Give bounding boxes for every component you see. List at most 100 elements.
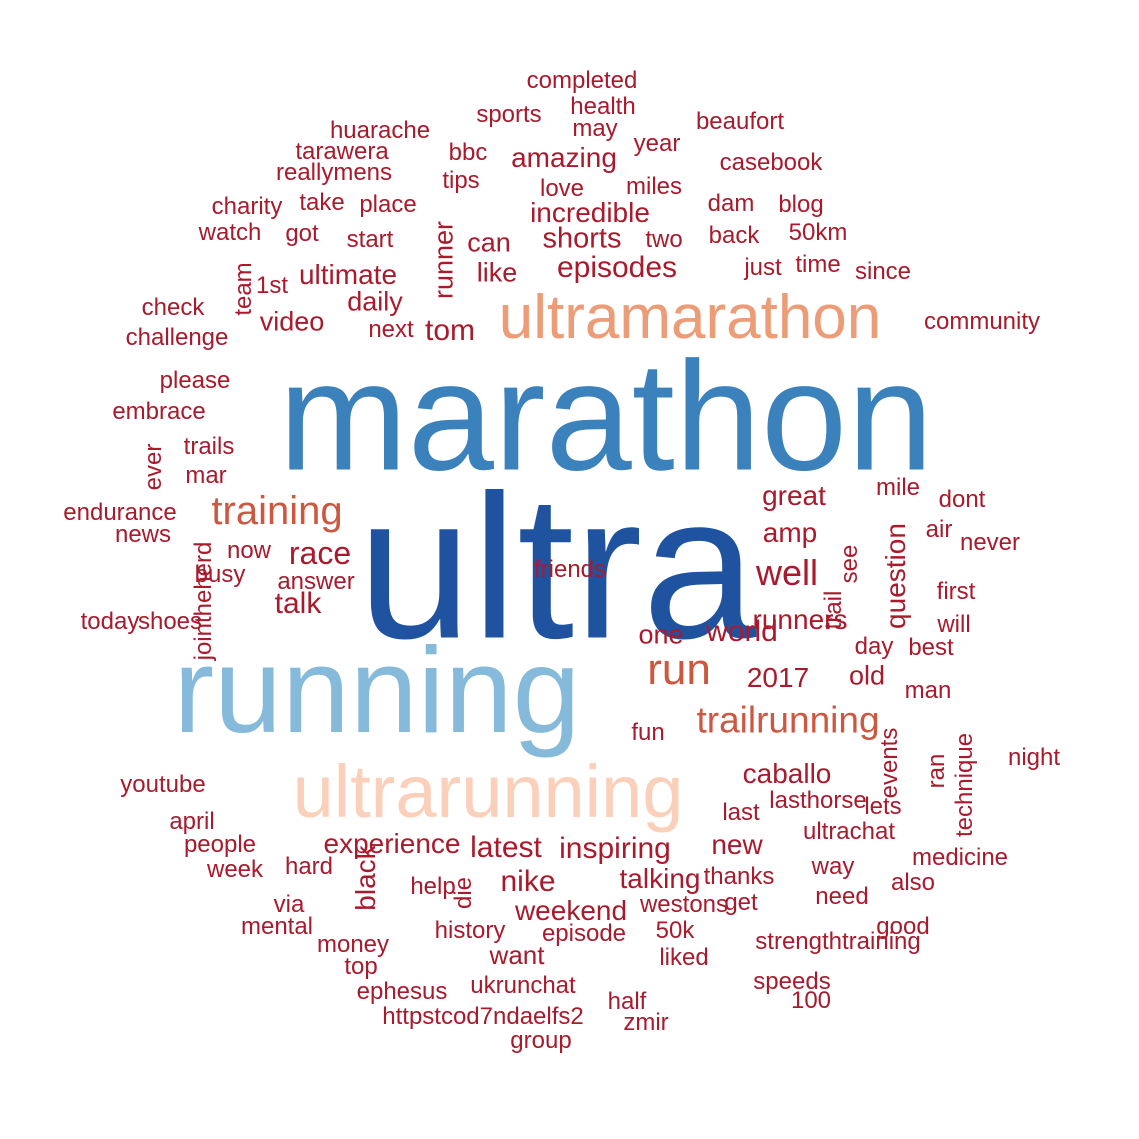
word-ever: ever xyxy=(140,443,167,491)
word-check: check xyxy=(141,294,205,321)
word-one: one xyxy=(638,619,684,650)
word-episode: episode xyxy=(541,920,627,947)
word-nike: nike xyxy=(500,865,556,898)
word-ran: ran xyxy=(923,753,950,789)
word-year: year xyxy=(633,130,681,157)
word-hard: hard xyxy=(284,853,334,880)
word-amp: amp xyxy=(762,517,818,548)
word-blog: blog xyxy=(778,191,824,218)
word-busy: busy xyxy=(194,561,246,588)
word-top: top xyxy=(344,953,378,980)
word-old: old xyxy=(848,660,886,691)
word-need: need xyxy=(815,883,869,910)
word-can: can xyxy=(467,227,511,258)
word-take: take xyxy=(299,189,345,216)
word-well: well xyxy=(755,552,819,593)
word-lasthorse: lasthorse xyxy=(769,787,867,814)
word-please: please xyxy=(159,367,231,394)
word-tom: tom xyxy=(424,314,476,347)
word-friends: friends xyxy=(533,556,607,583)
word-never: never xyxy=(959,529,1021,556)
word-die: die xyxy=(450,876,477,910)
word-money: money xyxy=(316,931,390,958)
word-lets: lets xyxy=(864,793,902,820)
word-world: world xyxy=(706,615,778,648)
word-latest: latest xyxy=(470,831,542,864)
word-trail: trail xyxy=(820,590,847,630)
word-50km: 50km xyxy=(788,219,848,246)
word-night: night xyxy=(1007,744,1061,771)
word-good: good xyxy=(876,913,930,940)
word-training: training xyxy=(211,489,343,533)
word-watch: watch xyxy=(198,219,262,246)
word-sports: sports xyxy=(476,101,542,128)
word-httpstcod7ndaelfs2: httpstcod7ndaelfs2 xyxy=(382,1003,584,1030)
word-speeds: speeds xyxy=(753,968,831,995)
word-may: may xyxy=(572,115,618,142)
word-mental: mental xyxy=(240,913,314,940)
word-video: video xyxy=(259,306,325,337)
word-inspiring: inspiring xyxy=(559,832,671,865)
word-zmir: zmir xyxy=(623,1009,669,1036)
word-runners: runners xyxy=(752,604,848,635)
word-ultra: ultra xyxy=(357,452,757,682)
word-will: will xyxy=(937,611,971,638)
word-dont: dont xyxy=(938,486,986,513)
word-question: question xyxy=(880,523,911,629)
word-first: first xyxy=(936,578,976,605)
word-last: last xyxy=(722,799,760,826)
word-tips: tips xyxy=(442,167,480,194)
word-since: since xyxy=(854,258,912,285)
word-westons: westons xyxy=(639,891,729,918)
word-start: start xyxy=(346,226,394,253)
word-time: time xyxy=(795,251,841,278)
word-fun: fun xyxy=(631,719,665,746)
word-day: day xyxy=(854,633,894,660)
word-now: now xyxy=(226,537,272,564)
word-thanks: thanks xyxy=(703,863,775,890)
word-shoes: shoes xyxy=(137,608,203,635)
word-talking: talking xyxy=(619,863,701,894)
word-events: events xyxy=(876,727,903,799)
word-50k: 50k xyxy=(655,917,695,944)
word-via: via xyxy=(273,891,305,918)
word-runner: runner xyxy=(428,220,459,300)
word-help: help xyxy=(410,873,456,900)
word-back: back xyxy=(708,222,760,249)
word-ukrunchat: ukrunchat xyxy=(470,972,576,999)
word-challenge: challenge xyxy=(125,324,229,351)
word-great: great xyxy=(762,480,826,511)
word-answer: answer xyxy=(277,568,355,595)
word-technique: technique xyxy=(951,732,978,838)
word-air: air xyxy=(925,516,953,543)
word-bbc: bbc xyxy=(448,139,488,166)
word-see: see xyxy=(836,544,863,584)
word-new: new xyxy=(711,829,763,860)
word-amazing: amazing xyxy=(511,142,617,173)
word-man: man xyxy=(904,677,952,704)
word-shorts: shorts xyxy=(542,222,622,255)
word-next: next xyxy=(368,316,414,343)
word-talk: talk xyxy=(274,587,322,620)
word-best: best xyxy=(908,634,954,661)
word-race: race xyxy=(288,535,352,571)
word-embrace: embrace xyxy=(112,398,206,425)
word-trails: trails xyxy=(183,433,235,460)
word-caballo: caballo xyxy=(742,758,832,789)
word-episodes: episodes xyxy=(556,251,678,284)
word-want: want xyxy=(489,940,545,970)
word-today: today xyxy=(80,608,140,635)
word-ultimate: ultimate xyxy=(298,259,398,290)
word-mar: mar xyxy=(185,462,227,489)
word-get: get xyxy=(724,889,758,916)
word-trailrunning: trailrunning xyxy=(696,699,880,741)
word-run: run xyxy=(647,645,711,694)
word-miles: miles xyxy=(625,173,683,200)
word-history: history xyxy=(434,917,506,944)
word-100: 100 xyxy=(790,987,832,1014)
word-running: running xyxy=(173,622,581,758)
word-incredible: incredible xyxy=(530,197,650,228)
word-2017: 2017 xyxy=(746,662,810,693)
word-april: april xyxy=(169,808,215,835)
